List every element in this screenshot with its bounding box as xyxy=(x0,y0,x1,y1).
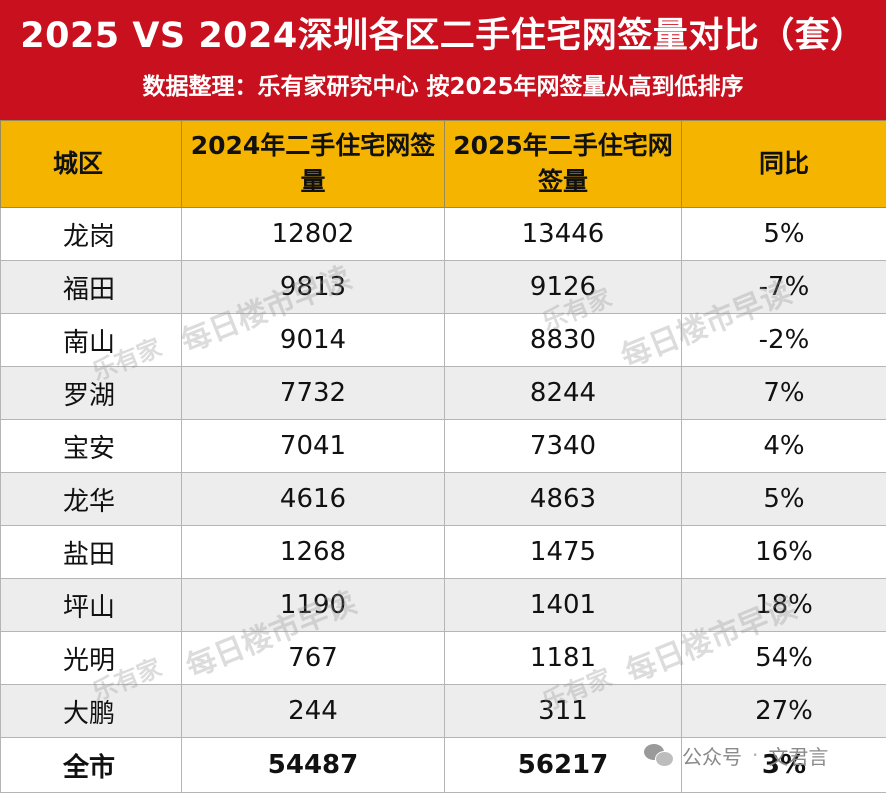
value-2024-cell: 1190 xyxy=(182,579,445,632)
district-cell: 盐田 xyxy=(1,526,182,579)
table-row: 宝安 7041 7340 4% xyxy=(1,420,886,473)
column-header-yoy: 同比 xyxy=(682,121,886,208)
district-cell: 宝安 xyxy=(1,420,182,473)
value-2025-cell: 8830 xyxy=(445,314,682,367)
district-cell: 大鹏 xyxy=(1,685,182,738)
yoy-cell: 7% xyxy=(682,367,886,420)
yoy-cell: 18% xyxy=(682,579,886,632)
value-2024-cell: 7732 xyxy=(182,367,445,420)
report-title: 2025 VS 2024深圳各区二手住宅网签量对比（套） xyxy=(0,14,886,58)
value-2024-cell: 12802 xyxy=(182,208,445,261)
column-header-2024: 2024年二手住宅网签量 xyxy=(182,121,445,208)
value-2025-cell: 8244 xyxy=(445,367,682,420)
value-2025-cell: 9126 xyxy=(445,261,682,314)
district-cell: 坪山 xyxy=(1,579,182,632)
separator-dot: · xyxy=(752,743,758,767)
value-2025-cell: 13446 xyxy=(445,208,682,261)
yoy-cell: 5% xyxy=(682,473,886,526)
table-row: 光明 767 1181 54% xyxy=(1,632,886,685)
value-2024-cell: 767 xyxy=(182,632,445,685)
table-header-row: 城区 2024年二手住宅网签量 2025年二手住宅网签量 同比 xyxy=(1,121,886,208)
column-header-district: 城区 xyxy=(1,121,182,208)
platform-label: 公众号 xyxy=(682,741,742,770)
value-2024-cell: 1268 xyxy=(182,526,445,579)
table-row: 盐田 1268 1475 16% xyxy=(1,526,886,579)
column-header-2025: 2025年二手住宅网签量 xyxy=(445,121,682,208)
value-2025-cell: 311 xyxy=(445,685,682,738)
yoy-cell: 16% xyxy=(682,526,886,579)
total-label-cell: 全市 xyxy=(1,738,182,793)
table-row: 福田 9813 9126 -7% xyxy=(1,261,886,314)
yoy-cell: -7% xyxy=(682,261,886,314)
table-row: 坪山 1190 1401 18% xyxy=(1,579,886,632)
district-cell: 福田 xyxy=(1,261,182,314)
value-2024-cell: 7041 xyxy=(182,420,445,473)
wechat-account-badge: 公众号 · 文君言 xyxy=(644,737,828,773)
author-label: 文君言 xyxy=(768,741,828,770)
value-2025-cell: 7340 xyxy=(445,420,682,473)
value-2025-cell: 4863 xyxy=(445,473,682,526)
yoy-cell: 27% xyxy=(682,685,886,738)
value-2025-cell: 1181 xyxy=(445,632,682,685)
value-2025-cell: 1401 xyxy=(445,579,682,632)
total-2024-cell: 54487 xyxy=(182,738,445,793)
yoy-cell: 4% xyxy=(682,420,886,473)
yoy-cell: 54% xyxy=(682,632,886,685)
table-row: 罗湖 7732 8244 7% xyxy=(1,367,886,420)
value-2024-cell: 4616 xyxy=(182,473,445,526)
district-cell: 光明 xyxy=(1,632,182,685)
yoy-cell: 5% xyxy=(682,208,886,261)
value-2025-cell: 1475 xyxy=(445,526,682,579)
wechat-icon xyxy=(644,744,674,766)
district-cell: 龙华 xyxy=(1,473,182,526)
table-row: 龙岗 12802 13446 5% xyxy=(1,208,886,261)
report-subtitle: 数据整理：乐有家研究中心 按2025年网签量从高到低排序 xyxy=(0,71,886,103)
value-2024-cell: 9014 xyxy=(182,314,445,367)
district-cell: 南山 xyxy=(1,314,182,367)
district-cell: 龙岗 xyxy=(1,208,182,261)
district-cell: 罗湖 xyxy=(1,367,182,420)
report-header: 2025 VS 2024深圳各区二手住宅网签量对比（套） 数据整理：乐有家研究中… xyxy=(0,0,886,120)
value-2024-cell: 244 xyxy=(182,685,445,738)
sales-comparison-table: 城区 2024年二手住宅网签量 2025年二手住宅网签量 同比 龙岗 12802… xyxy=(0,120,886,793)
table-row: 大鹏 244 311 27% xyxy=(1,685,886,738)
table-row: 龙华 4616 4863 5% xyxy=(1,473,886,526)
value-2024-cell: 9813 xyxy=(182,261,445,314)
table-row: 南山 9014 8830 -2% xyxy=(1,314,886,367)
yoy-cell: -2% xyxy=(682,314,886,367)
